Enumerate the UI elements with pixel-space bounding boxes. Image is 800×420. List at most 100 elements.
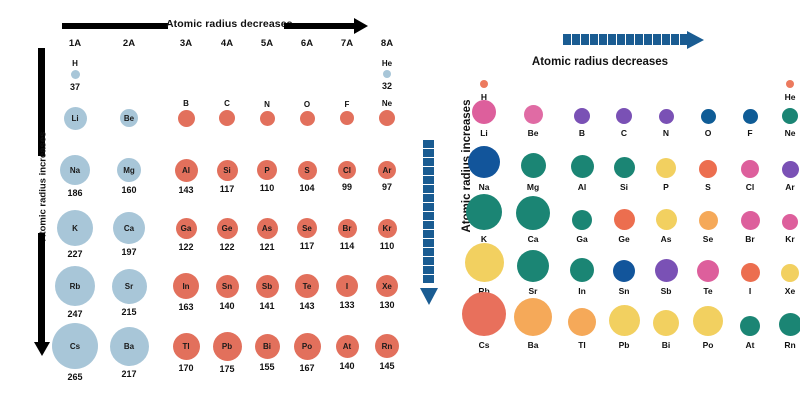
atom-bubble-cl[interactable]: Cl <box>338 161 356 179</box>
element-cell-rn[interactable]: Rn 145 <box>367 328 407 372</box>
element-cell-i[interactable]: I <box>728 256 772 304</box>
atom-bubble-c[interactable] <box>616 108 632 124</box>
atom-bubble-in[interactable] <box>570 258 594 282</box>
atom-bubble-rb[interactable] <box>464 243 504 282</box>
atom-bubble-se[interactable] <box>698 211 718 230</box>
element-cell-al[interactable]: Al 143 <box>166 152 206 196</box>
atom-bubble-sr[interactable] <box>517 250 549 282</box>
atom-bubble-tl[interactable]: Tl <box>172 332 200 360</box>
element-cell-i[interactable]: I 133 <box>327 268 367 312</box>
atom-bubble-in[interactable]: In <box>173 273 199 299</box>
atom-bubble-al[interactable]: Al <box>174 158 198 182</box>
element-cell-b[interactable]: B <box>166 99 206 144</box>
element-cell-b[interactable]: B <box>560 98 604 146</box>
element-cell-te[interactable]: Te <box>686 256 730 304</box>
element-cell-po[interactable]: Po <box>686 306 730 358</box>
atom-bubble-ca[interactable]: Ca <box>113 212 145 244</box>
atom-bubble-na[interactable] <box>468 146 500 178</box>
element-cell-sn[interactable]: Sn <box>602 256 646 304</box>
atom-bubble-as[interactable] <box>655 209 677 230</box>
atom-bubble-he[interactable] <box>383 70 391 78</box>
atom-bubble-li[interactable]: Li <box>63 106 87 130</box>
element-cell-as[interactable]: As <box>644 204 688 252</box>
atom-bubble-at[interactable] <box>740 316 760 336</box>
element-cell-f[interactable]: F <box>327 100 367 144</box>
atom-bubble-po[interactable] <box>693 306 723 336</box>
element-cell-o[interactable]: O <box>287 100 327 144</box>
element-cell-mg[interactable]: Mg <box>511 152 555 200</box>
atom-bubble-cs[interactable]: Cs <box>52 323 98 369</box>
atom-bubble-c[interactable] <box>219 110 235 126</box>
atom-bubble-ba[interactable] <box>514 298 552 336</box>
atom-bubble-s[interactable] <box>699 160 717 178</box>
atom-bubble-h[interactable] <box>70 69 80 79</box>
element-cell-xe[interactable]: Xe <box>768 256 800 304</box>
element-cell-n[interactable]: N <box>247 100 287 144</box>
atom-bubble-b[interactable] <box>574 108 590 124</box>
element-cell-se[interactable]: Se 117 <box>287 210 327 254</box>
element-cell-ar[interactable]: Ar 97 <box>367 152 407 196</box>
atom-bubble-rb[interactable]: Rb <box>55 266 95 306</box>
atom-bubble-rn[interactable] <box>778 313 800 336</box>
atom-bubble-p[interactable] <box>656 158 676 178</box>
element-cell-ne[interactable]: Ne <box>367 99 407 144</box>
element-cell-ge[interactable]: Ge 122 <box>207 210 247 254</box>
element-cell-br[interactable]: Br <box>728 204 772 252</box>
element-cell-mg[interactable]: Mg 160 <box>109 152 149 196</box>
element-cell-rn[interactable]: Rn <box>768 310 800 358</box>
atom-bubble-p[interactable]: P <box>257 160 277 180</box>
element-cell-bi[interactable]: Bi 155 <box>247 328 287 372</box>
atom-bubble-ar[interactable]: Ar <box>378 161 396 179</box>
element-cell-at[interactable]: At <box>728 310 772 358</box>
element-cell-ge[interactable]: Ge <box>602 204 646 252</box>
atom-bubble-br[interactable]: Br <box>337 218 357 238</box>
element-cell-he[interactable]: He 32 <box>367 56 407 100</box>
atom-bubble-sn[interactable] <box>613 260 635 282</box>
atom-bubble-o[interactable] <box>299 110 315 126</box>
atom-bubble-rn[interactable]: Rn <box>375 334 399 358</box>
element-cell-c[interactable]: C <box>207 99 247 144</box>
element-cell-sr[interactable]: Sr 215 <box>109 268 149 317</box>
atom-bubble-ba[interactable]: Ba <box>109 326 149 366</box>
element-cell-si[interactable]: Si <box>602 152 646 200</box>
element-cell-cl[interactable]: Cl <box>728 152 772 200</box>
atom-bubble-he[interactable] <box>786 80 794 88</box>
atom-bubble-sr[interactable]: Sr <box>111 268 147 304</box>
element-cell-k[interactable]: K <box>462 194 506 252</box>
atom-bubble-sb[interactable] <box>654 259 678 282</box>
element-cell-po[interactable]: Po 167 <box>287 328 327 373</box>
element-cell-li[interactable]: Li <box>462 98 506 146</box>
atom-bubble-be[interactable]: Be <box>120 109 138 127</box>
element-cell-pb[interactable]: Pb <box>602 305 646 358</box>
atom-bubble-ar[interactable] <box>781 161 799 178</box>
atom-bubble-i[interactable]: I <box>336 275 358 297</box>
element-cell-in[interactable]: In 163 <box>166 268 206 312</box>
element-cell-br[interactable]: Br 114 <box>327 210 367 254</box>
atom-bubble-ge[interactable]: Ge <box>216 217 238 239</box>
element-cell-na[interactable]: Na 186 <box>55 152 95 198</box>
element-cell-p[interactable]: P <box>644 152 688 200</box>
element-cell-be[interactable]: Be <box>511 98 555 146</box>
atom-bubble-al[interactable] <box>570 155 594 178</box>
element-cell-ba[interactable]: Ba <box>511 298 555 358</box>
atom-bubble-at[interactable]: At <box>335 334 359 358</box>
atom-bubble-cs[interactable] <box>462 292 506 336</box>
element-cell-bi[interactable]: Bi <box>644 310 688 358</box>
element-cell-ga[interactable]: Ga 122 <box>166 210 206 254</box>
element-cell-ca[interactable]: Ca <box>511 196 555 252</box>
element-cell-na[interactable]: Na <box>462 146 506 200</box>
element-cell-s[interactable]: S 104 <box>287 152 327 196</box>
element-cell-li[interactable]: Li <box>55 100 95 144</box>
element-cell-kr[interactable]: Kr 110 <box>367 210 407 254</box>
atom-bubble-o[interactable] <box>700 109 716 124</box>
atom-bubble-sb[interactable]: Sb <box>255 274 279 298</box>
element-cell-se[interactable]: Se <box>686 204 730 252</box>
element-cell-tl[interactable]: Tl 170 <box>166 328 206 373</box>
atom-bubble-bi[interactable]: Bi <box>254 333 280 359</box>
atom-bubble-ge[interactable] <box>613 209 635 230</box>
atom-bubble-kr[interactable]: Kr <box>377 218 397 238</box>
atom-bubble-li[interactable] <box>472 100 496 124</box>
element-cell-sb[interactable]: Sb <box>644 256 688 304</box>
atom-bubble-si[interactable]: Si <box>216 159 238 181</box>
atom-bubble-si[interactable] <box>613 157 635 178</box>
